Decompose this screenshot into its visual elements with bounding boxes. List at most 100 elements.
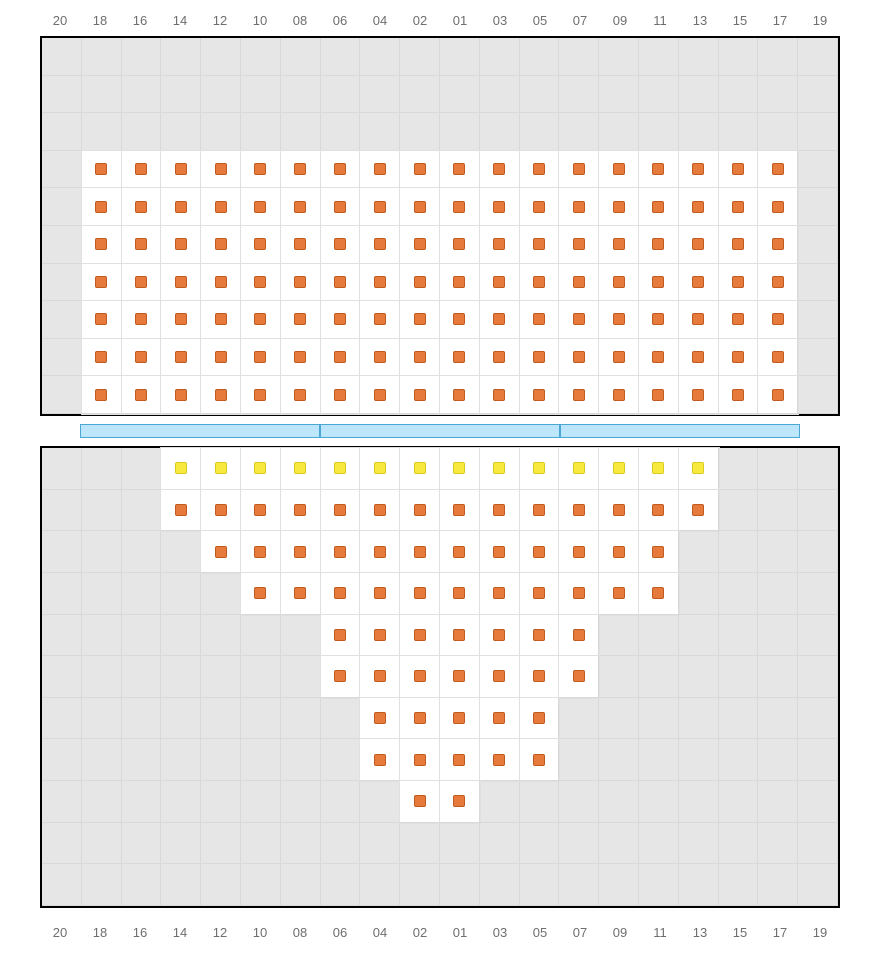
lower-seat[interactable] [321, 573, 361, 615]
upper-seat[interactable] [82, 339, 122, 377]
upper-seat[interactable] [639, 188, 679, 226]
upper-seat[interactable] [520, 339, 560, 377]
upper-seat[interactable] [520, 226, 560, 264]
upper-seat[interactable] [201, 264, 241, 302]
upper-seat[interactable] [679, 376, 719, 414]
upper-seat[interactable] [400, 339, 440, 377]
upper-seat[interactable] [639, 151, 679, 189]
lower-seat[interactable] [241, 490, 281, 532]
lower-seat[interactable] [520, 615, 560, 657]
upper-seat[interactable] [679, 151, 719, 189]
upper-seat[interactable] [82, 376, 122, 414]
upper-seat[interactable] [321, 226, 361, 264]
lower-seat[interactable] [360, 448, 400, 490]
upper-seat[interactable] [360, 226, 400, 264]
lower-seat[interactable] [360, 615, 400, 657]
upper-seat[interactable] [559, 188, 599, 226]
lower-seat[interactable] [400, 531, 440, 573]
upper-seat[interactable] [321, 301, 361, 339]
upper-seat[interactable] [161, 264, 201, 302]
lower-seat[interactable] [400, 615, 440, 657]
lower-seat[interactable] [559, 448, 599, 490]
lower-seat[interactable] [400, 490, 440, 532]
upper-seat[interactable] [599, 151, 639, 189]
upper-seat[interactable] [719, 188, 759, 226]
upper-seat[interactable] [281, 264, 321, 302]
lower-seat[interactable] [321, 448, 361, 490]
lower-seat[interactable] [639, 490, 679, 532]
lower-seat[interactable] [480, 490, 520, 532]
lower-seat[interactable] [520, 490, 560, 532]
upper-seat[interactable] [639, 301, 679, 339]
upper-seat[interactable] [719, 226, 759, 264]
upper-seat[interactable] [480, 339, 520, 377]
upper-seat[interactable] [161, 339, 201, 377]
lower-seat[interactable] [559, 656, 599, 698]
upper-seat[interactable] [480, 226, 520, 264]
upper-seat[interactable] [321, 339, 361, 377]
upper-seat[interactable] [321, 264, 361, 302]
upper-seat[interactable] [480, 151, 520, 189]
upper-seat[interactable] [679, 226, 719, 264]
upper-seat[interactable] [520, 376, 560, 414]
upper-seat[interactable] [480, 264, 520, 302]
lower-seat[interactable] [480, 698, 520, 740]
upper-seat[interactable] [360, 301, 400, 339]
upper-seat[interactable] [599, 339, 639, 377]
upper-seat[interactable] [559, 151, 599, 189]
upper-seat[interactable] [440, 339, 480, 377]
lower-seat[interactable] [161, 448, 201, 490]
lower-seat[interactable] [360, 531, 400, 573]
upper-seat[interactable] [639, 226, 679, 264]
lower-seat[interactable] [400, 573, 440, 615]
upper-seat[interactable] [122, 188, 162, 226]
upper-seat[interactable] [758, 226, 798, 264]
upper-seat[interactable] [679, 188, 719, 226]
lower-seat[interactable] [480, 448, 520, 490]
upper-seat[interactable] [520, 188, 560, 226]
lower-seat[interactable] [440, 448, 480, 490]
upper-seat[interactable] [360, 188, 400, 226]
upper-seat[interactable] [122, 151, 162, 189]
upper-seat[interactable] [122, 226, 162, 264]
upper-seat[interactable] [281, 301, 321, 339]
lower-seat[interactable] [559, 615, 599, 657]
upper-seat[interactable] [241, 226, 281, 264]
lower-seat[interactable] [599, 531, 639, 573]
upper-seat[interactable] [161, 376, 201, 414]
upper-seat[interactable] [758, 301, 798, 339]
upper-seat[interactable] [360, 376, 400, 414]
upper-seat[interactable] [161, 226, 201, 264]
upper-seat[interactable] [122, 376, 162, 414]
lower-seat[interactable] [281, 448, 321, 490]
lower-seat[interactable] [599, 490, 639, 532]
lower-seat[interactable] [639, 448, 679, 490]
upper-seat[interactable] [321, 151, 361, 189]
upper-seat[interactable] [440, 301, 480, 339]
lower-seat[interactable] [520, 698, 560, 740]
lower-seat[interactable] [400, 781, 440, 823]
upper-seat[interactable] [758, 376, 798, 414]
upper-seat[interactable] [520, 151, 560, 189]
lower-seat[interactable] [480, 739, 520, 781]
upper-seat[interactable] [281, 376, 321, 414]
upper-seat[interactable] [201, 376, 241, 414]
lower-seat[interactable] [520, 531, 560, 573]
lower-seat[interactable] [241, 573, 281, 615]
lower-seat[interactable] [281, 490, 321, 532]
upper-seat[interactable] [599, 264, 639, 302]
upper-seat[interactable] [82, 301, 122, 339]
upper-seat[interactable] [161, 301, 201, 339]
upper-seat[interactable] [719, 151, 759, 189]
lower-seat[interactable] [400, 656, 440, 698]
lower-seat[interactable] [321, 531, 361, 573]
lower-seat[interactable] [520, 739, 560, 781]
upper-seat[interactable] [679, 301, 719, 339]
upper-seat[interactable] [161, 151, 201, 189]
lower-seat[interactable] [321, 490, 361, 532]
lower-seat[interactable] [559, 531, 599, 573]
upper-seat[interactable] [758, 151, 798, 189]
lower-seat[interactable] [321, 615, 361, 657]
lower-seat[interactable] [360, 573, 400, 615]
upper-seat[interactable] [360, 264, 400, 302]
